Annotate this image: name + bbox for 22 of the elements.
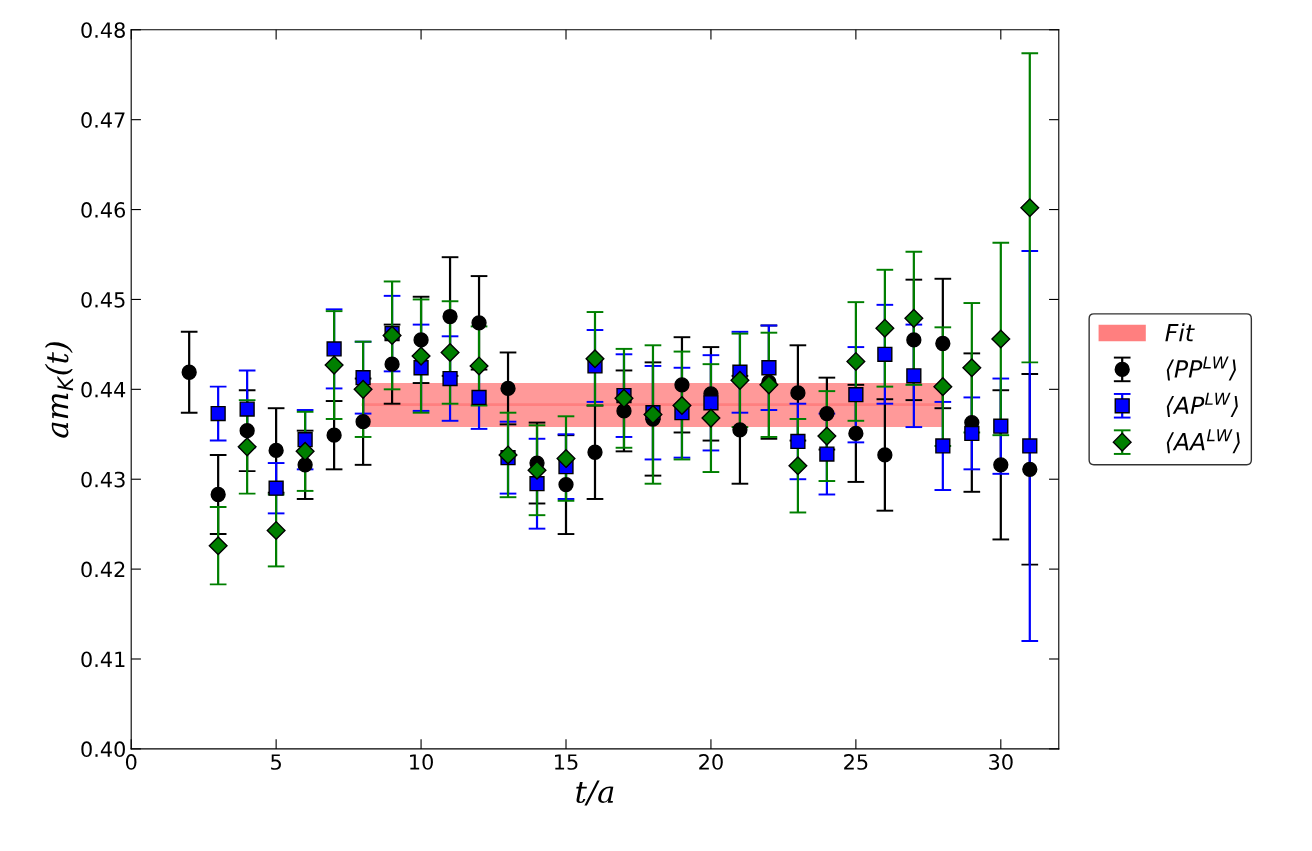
legend-label: Fit — [1165, 323, 1195, 342]
y-axis-title: am$_{K}$(t) — [44, 342, 74, 438]
y-tick-label: 0.48 — [81, 22, 125, 38]
y-tick-label: 0.40 — [81, 741, 125, 758]
legend-label: ⟨PP$^{LW}$⟩ — [1166, 356, 1236, 381]
x-axis-title: t/a — [576, 780, 614, 806]
x-tick-label: 10 — [410, 754, 433, 770]
y-tick-label: 0.44 — [81, 381, 126, 398]
legend-label: ⟨AA$^{LW}$⟩ — [1166, 429, 1240, 454]
legend-label: ⟨AP$^{LW}$⟩ — [1166, 392, 1238, 417]
y-tick-label: 0.41 — [81, 651, 125, 668]
x-tick-label: 30 — [989, 754, 1013, 770]
y-tick-label: 0.47 — [81, 112, 125, 128]
y-tick-label: 0.45 — [81, 291, 125, 308]
y-tick-label: 0.46 — [81, 202, 126, 218]
x-tick-label: 5 — [271, 754, 281, 770]
x-tick-label: 25 — [844, 754, 868, 770]
y-tick-label: 0.43 — [81, 471, 125, 488]
y-tick-label: 0.42 — [81, 561, 125, 578]
x-tick-label: 15 — [555, 754, 578, 770]
x-tick-label: 0 — [125, 754, 137, 770]
x-tick-label: 20 — [699, 754, 723, 770]
